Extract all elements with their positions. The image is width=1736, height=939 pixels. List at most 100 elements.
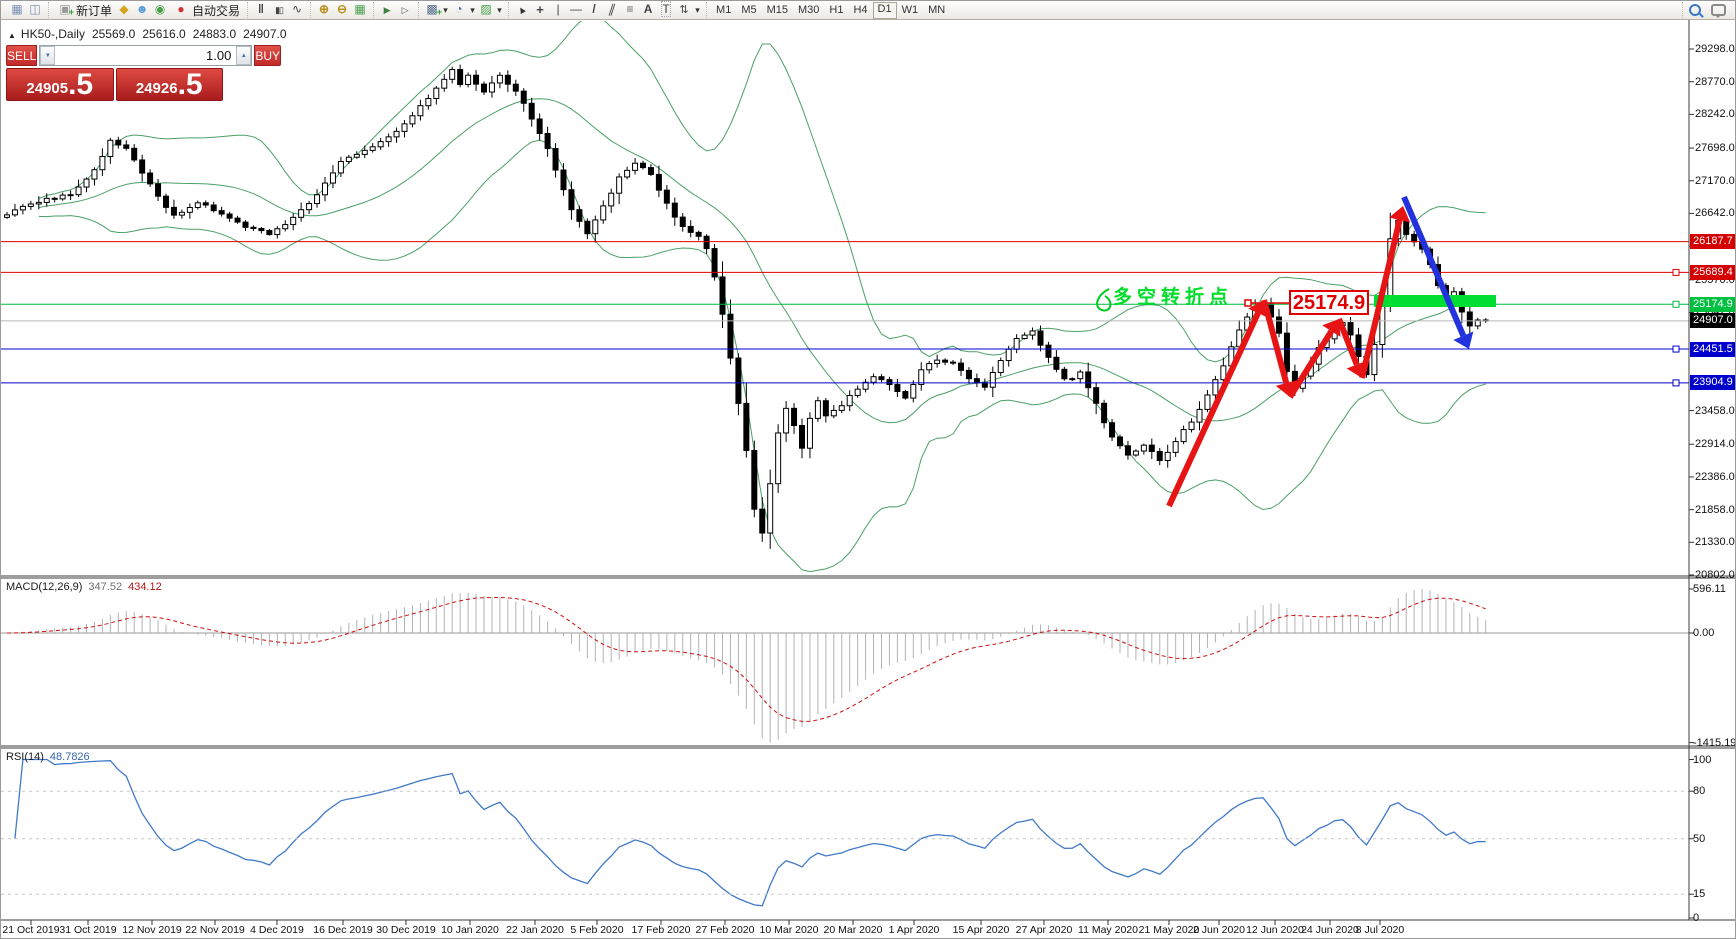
toolbar-service-icons bbox=[115, 2, 169, 18]
date-axis-label: 8 Jul 2020 bbox=[1355, 924, 1405, 936]
ohlc-low: 24883.0 bbox=[192, 27, 237, 41]
overlay-layer bbox=[1, 195, 1689, 508]
rsi-axis-tick: 80 bbox=[1693, 785, 1706, 797]
timeframe-m15[interactable]: M15 bbox=[766, 3, 788, 16]
cursor-icon[interactable] bbox=[513, 2, 531, 18]
chat-icon[interactable] bbox=[1711, 4, 1726, 18]
date-axis-label: 2 Jun 2020 bbox=[1193, 924, 1245, 936]
symbol-name: HK50-,Daily bbox=[20, 27, 85, 41]
timeframe-h1[interactable]: H1 bbox=[829, 3, 844, 16]
auto-trading-label: 自动交易 bbox=[192, 3, 241, 18]
date-axis-label: 1 Apr 2020 bbox=[888, 924, 940, 936]
new-window-icon[interactable] bbox=[8, 2, 26, 18]
price-level-label: 24907.0 bbox=[1690, 313, 1735, 328]
tile-windows-icon[interactable] bbox=[351, 2, 369, 18]
timeframe-mn[interactable]: MN bbox=[928, 3, 946, 16]
collapse-panel-icon[interactable] bbox=[8, 27, 21, 41]
new-chart-icon[interactable] bbox=[423, 2, 442, 20]
date-axis-label: 12 Nov 2019 bbox=[122, 924, 182, 936]
volume-increase-button[interactable]: ▲ bbox=[236, 46, 252, 65]
horizontal-line-icon[interactable] bbox=[567, 2, 585, 18]
price-axis-tick: 28770.0 bbox=[1695, 76, 1735, 88]
rsi-value: 48.7826 bbox=[49, 751, 90, 763]
toolbar-new-chart-group bbox=[418, 2, 508, 20]
toolbar-file-group bbox=[4, 2, 48, 18]
price-axis-tick: 27170.0 bbox=[1695, 175, 1735, 187]
price-axis-tick: 27698.0 bbox=[1695, 142, 1735, 154]
price-axis-tick: 28242.0 bbox=[1695, 108, 1735, 120]
chevron-down-icon[interactable] bbox=[495, 2, 504, 18]
macd-axis-tick: -1415.19 bbox=[1693, 737, 1736, 749]
community-icon[interactable] bbox=[133, 2, 151, 18]
bar-chart-icon[interactable] bbox=[252, 2, 270, 18]
timeframe-d1[interactable]: D1 bbox=[872, 1, 897, 19]
rsi-indicator-label: RSI(14) 48.7826 bbox=[6, 751, 90, 763]
line-chart-icon[interactable] bbox=[288, 2, 306, 18]
clock-icon[interactable] bbox=[450, 2, 468, 18]
macd-name: MACD(12,26,9) bbox=[6, 581, 83, 593]
date-axis-label: 15 Apr 2020 bbox=[952, 924, 1010, 936]
date-axis-label: 22 Jan 2020 bbox=[506, 924, 564, 936]
timeframe-h4[interactable]: H4 bbox=[853, 3, 868, 16]
rsi-axis-tick: 15 bbox=[1693, 888, 1706, 900]
rsi-axis-tick: 0 bbox=[1693, 912, 1700, 924]
chevron-down-icon[interactable] bbox=[693, 2, 702, 18]
auto-trading-button[interactable]: 自动交易 bbox=[169, 2, 243, 18]
vertical-line-icon[interactable] bbox=[549, 2, 567, 18]
timeframe-m1[interactable]: M1 bbox=[716, 3, 732, 16]
date-axis-label: 20 Mar 2020 bbox=[823, 924, 883, 936]
equidistant-channel-icon[interactable] bbox=[603, 2, 621, 18]
macd-main-value: 347.52 bbox=[88, 581, 123, 593]
price-level-label: 23904.9 bbox=[1690, 375, 1735, 390]
history-center-icon[interactable] bbox=[115, 2, 133, 18]
auto-scroll-icon[interactable] bbox=[378, 2, 396, 18]
chevron-down-icon[interactable] bbox=[441, 2, 450, 18]
volume-decrease-button[interactable]: ▼ bbox=[40, 46, 56, 65]
new-order-label: 新订单 bbox=[76, 3, 113, 18]
price-level-label: 25174.9 bbox=[1690, 297, 1735, 312]
search-icon[interactable] bbox=[1689, 4, 1701, 16]
date-axis-label: 10 Mar 2020 bbox=[759, 924, 819, 936]
date-axis-label: 22 Nov 2019 bbox=[185, 924, 245, 936]
signals-icon[interactable] bbox=[151, 2, 169, 18]
sell-price: 24905 bbox=[26, 80, 69, 97]
toolbar: 新订单 自动交易 M1 M5 M15 M30 H1 H4 D1 W1 MN bbox=[1, 1, 1735, 21]
chevron-down-icon[interactable] bbox=[468, 2, 477, 18]
zoom-out-icon[interactable] bbox=[333, 2, 351, 18]
price-axis-tick: 22914.0 bbox=[1695, 438, 1735, 450]
price-callout-box[interactable]: 25174.9 bbox=[1289, 290, 1369, 315]
new-order-button[interactable]: 新订单 bbox=[53, 2, 115, 21]
buy-button[interactable]: BUY bbox=[254, 45, 282, 66]
sell-button[interactable]: SELL bbox=[6, 45, 38, 66]
date-axis-label: 17 Feb 2020 bbox=[631, 924, 691, 936]
sell-price-button[interactable]: 24905.5 bbox=[6, 68, 114, 101]
new-order-icon bbox=[56, 2, 74, 20]
text-icon[interactable] bbox=[639, 2, 657, 18]
fibonacci-icon[interactable] bbox=[621, 2, 639, 18]
trendline-icon[interactable] bbox=[585, 2, 603, 18]
date-axis-label: 24 Jun 2020 bbox=[1301, 924, 1359, 936]
arrows-icon[interactable] bbox=[675, 2, 693, 18]
buy-price-pips: .5 bbox=[177, 67, 203, 101]
volume-input[interactable] bbox=[55, 46, 237, 65]
turning-point-annotation[interactable]: 多空转折点 bbox=[1113, 287, 1234, 308]
price-level-label: 25689.4 bbox=[1690, 265, 1735, 280]
buy-price-button[interactable]: 24926.5 bbox=[115, 67, 223, 101]
market-watch-icon[interactable] bbox=[26, 2, 44, 18]
text-label-icon[interactable] bbox=[657, 2, 675, 18]
profiles-icon[interactable] bbox=[477, 2, 495, 18]
zoom-in-icon[interactable] bbox=[315, 2, 333, 18]
timeframe-m5[interactable]: M5 bbox=[741, 3, 757, 16]
timeframe-toolbar: M1 M5 M15 M30 H1 H4 D1 W1 MN bbox=[706, 1, 954, 19]
price-axis-tick: 21330.0 bbox=[1695, 536, 1735, 548]
date-axis-label: 12 Jun 2020 bbox=[1246, 924, 1304, 936]
buy-price: 24926 bbox=[135, 80, 178, 97]
candlestick-chart-icon[interactable] bbox=[270, 2, 288, 18]
timeframe-m30[interactable]: M30 bbox=[798, 3, 820, 16]
date-axis-label: 27 Feb 2020 bbox=[695, 924, 755, 936]
crosshair-icon[interactable] bbox=[531, 2, 549, 18]
timeframe-w1[interactable]: W1 bbox=[901, 3, 919, 16]
chart-shift-icon[interactable] bbox=[396, 2, 414, 18]
